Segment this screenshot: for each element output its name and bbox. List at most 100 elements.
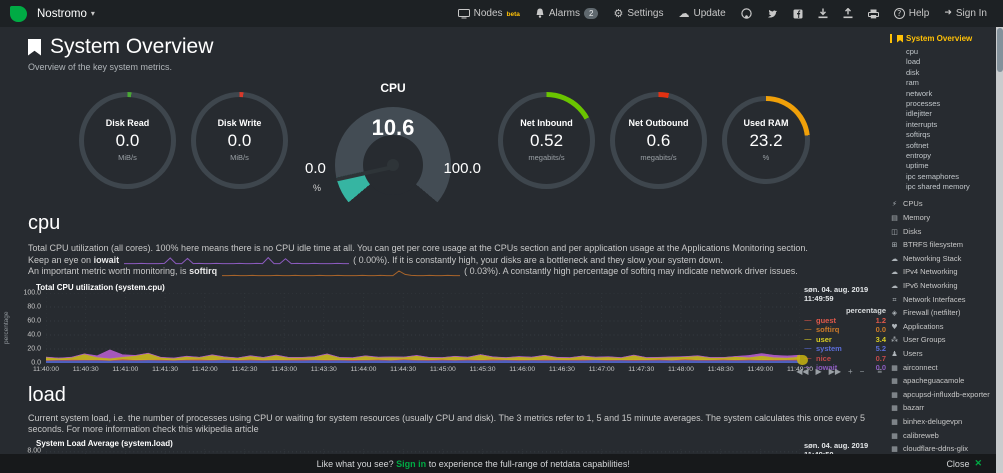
sidebar-item-binhex-delugevpn[interactable]: ▦ binhex-delugevpn: [890, 415, 994, 429]
sidebar-item-cpu[interactable]: cpu: [906, 47, 919, 56]
netdata-logo-icon[interactable]: [10, 5, 27, 22]
sidebar-item-ipv4-networking[interactable]: ☁ IPv4 Networking: [890, 266, 994, 280]
chart-plot-area[interactable]: [46, 292, 800, 363]
microchip-icon: ▤: [891, 214, 898, 223]
net-inbound-gauge[interactable]: Net Inbound 0.52 megabits/s: [498, 91, 595, 189]
legend-entry-user[interactable]: −− user 3.4: [804, 335, 886, 345]
sidebar-item-users[interactable]: ♟ Users: [890, 347, 994, 361]
twitter-button[interactable]: [767, 9, 778, 19]
sidebar-item-user-groups[interactable]: ⁂ User Groups: [890, 334, 994, 348]
used-ram-gauge[interactable]: Used RAM 23.2 %: [722, 96, 810, 184]
nodes-button[interactable]: Nodes beta: [457, 8, 520, 19]
iowait-sparkline[interactable]: [123, 255, 349, 265]
sidebar-item-apacheguacamole[interactable]: ▦ apacheguacamole: [890, 374, 994, 388]
x-tick-label: 11:43:30: [310, 365, 337, 373]
sidebar-item-label: User Groups: [903, 335, 946, 345]
sidebar-sub-items: cpu load disk ram network processes idlejitter…: [906, 47, 994, 193]
legend-value: 3.4: [875, 334, 886, 344]
banner-signin-link[interactable]: Sign in: [396, 458, 427, 469]
import-button[interactable]: [818, 8, 828, 19]
sidebar-item-softnet[interactable]: softnet: [906, 140, 929, 150]
settings-button[interactable]: ⚙ Settings: [613, 8, 663, 19]
sidebar-item-label: calibreweb: [903, 430, 939, 440]
sidebar-item-network-interfaces[interactable]: ⌗ Network Interfaces: [890, 293, 994, 307]
legend-entry-iowait[interactable]: −− iowait 0.0: [804, 363, 886, 373]
alarms-count-badge: 2: [584, 8, 599, 19]
export-button[interactable]: [843, 8, 853, 19]
sidebar-item-ram[interactable]: ram: [906, 78, 919, 88]
legend-entry-system[interactable]: −− system 5.2: [804, 344, 886, 354]
load-section-heading: load: [28, 383, 66, 406]
sidebar-item-airconnect[interactable]: ▦ airconnect: [890, 361, 994, 375]
sidebar-item-disk[interactable]: disk: [906, 67, 920, 77]
print-button[interactable]: [867, 9, 879, 19]
alarms-button[interactable]: Alarms 2: [535, 8, 599, 19]
zoom-in-button[interactable]: +: [847, 366, 853, 376]
play-button[interactable]: ▶: [815, 366, 822, 376]
top-navbar: Nostromo ▾ Nodes beta Alarms 2 ⚙ Setting…: [0, 0, 1003, 27]
sidebar-item-bazarr[interactable]: ▦ bazarr: [890, 402, 994, 416]
signin-button[interactable]: ➜ Sign In: [944, 8, 987, 19]
hostname-dropdown[interactable]: Nostromo: [37, 7, 87, 20]
update-button[interactable]: ☁ Update: [678, 8, 725, 19]
legend-value: 0.7: [875, 353, 886, 363]
scrollbar-thumb[interactable]: [996, 28, 1003, 72]
chevron-down-icon[interactable]: ▾: [90, 9, 95, 18]
legend-entry-softirq[interactable]: −− softirq 0.0: [804, 325, 886, 335]
cpu-gauge[interactable]: CPU 10.6 0.0 100.0 %: [303, 81, 483, 223]
shield-icon: ◈: [891, 309, 898, 318]
sidebar-item-entropy[interactable]: entropy: [906, 151, 932, 161]
sidebar-item-memory[interactable]: ▤ Memory: [890, 211, 994, 225]
pan-forward-button[interactable]: ▶▶: [828, 366, 841, 376]
sidebar-item-idlejitter[interactable]: idlejitter: [906, 109, 932, 119]
sidebar-item-processes[interactable]: processes: [906, 99, 941, 109]
x-tick-label: 11:46:00: [509, 365, 536, 373]
legend-dash-icon: −−: [804, 325, 812, 335]
sidebar-item-networking-stack[interactable]: ☁ Networking Stack: [890, 252, 994, 266]
sidebar-item-label: bazarr: [903, 403, 925, 413]
bell-icon: [536, 8, 544, 18]
sidebar-item-ipc-shared-memory[interactable]: ipc shared memory: [906, 182, 970, 192]
x-tick-label: 11:40:30: [72, 365, 99, 373]
softirq-sparkline[interactable]: [221, 267, 460, 277]
sidebar-item-system-overview[interactable]: System Overview: [890, 34, 994, 43]
page-scrollbar[interactable]: [996, 27, 1003, 473]
beta-badge: beta: [506, 11, 520, 18]
facebook-button[interactable]: [793, 9, 803, 19]
sidebar-item-ipc-semaphores[interactable]: ipc semaphores: [906, 171, 959, 181]
sidebar-item-disks[interactable]: ◫ Disks: [890, 225, 994, 239]
cpu-chart[interactable]: Total CPU utilization (system.cpu) perce…: [3, 283, 886, 376]
sidebar-item-interrupts[interactable]: interrupts: [906, 119, 938, 129]
zoom-out-button[interactable]: −: [859, 366, 865, 376]
help-button[interactable]: ? Help: [893, 8, 929, 19]
sidebar-item-firewall-netfilter-[interactable]: ◈ Firewall (netfilter): [890, 306, 994, 320]
sidebar-item-btrfs-filesystem[interactable]: ⊞ BTRFS filesystem: [890, 238, 994, 252]
sidebar-item-ipv6-networking[interactable]: ☁ IPv6 Networking: [890, 279, 994, 293]
sidebar-item-uptime[interactable]: uptime: [906, 161, 929, 171]
sidebar-item-label: Networking Stack: [903, 253, 962, 263]
gauge-label: Disk Read: [105, 118, 150, 128]
pan-backward-button[interactable]: ◀◀: [796, 366, 809, 376]
cpu-description-line: Total CPU utilization (all cores). 100% …: [28, 243, 808, 253]
net-outbound-gauge[interactable]: Net Outbound 0.6 megabits/s: [610, 91, 707, 189]
resize-handle[interactable]: ≡: [877, 366, 882, 376]
grid-icon: ▦: [891, 377, 898, 386]
y-tick-label: 0.0: [31, 359, 41, 366]
disk-read-gauge[interactable]: Disk Read 0.0 MiB/s: [79, 91, 176, 189]
legend-name: nice: [816, 353, 832, 363]
sidebar-item-softirqs[interactable]: softirqs: [906, 130, 931, 140]
github-button[interactable]: [741, 8, 752, 19]
chart-toolbar: ◀◀ ▶ ▶▶ + − ≡: [796, 367, 882, 376]
gauge-unit: %: [762, 153, 770, 162]
sidebar-item-apcupsd-influxdb-exporter[interactable]: ▦ apcupsd-influxdb-exporter: [890, 388, 994, 402]
sidebar-item-network[interactable]: network: [906, 88, 933, 98]
disk-write-gauge[interactable]: Disk Write 0.0 MiB/s: [191, 91, 288, 189]
sidebar-item-load[interactable]: load: [906, 57, 921, 67]
sidebar-item-cloudflare-ddns-glix[interactable]: ▦ cloudflare-ddns-glix: [890, 442, 994, 456]
sidebar-item-applications[interactable]: ♥ Applications: [890, 320, 994, 334]
banner-close-button[interactable]: Close ✕: [946, 458, 982, 469]
legend-entry-guest[interactable]: −− guest 1.2: [804, 316, 886, 326]
sidebar-item-calibreweb[interactable]: ▦ calibreweb: [890, 429, 994, 443]
sidebar-item-cpus[interactable]: ⚡ CPUs: [890, 198, 994, 212]
